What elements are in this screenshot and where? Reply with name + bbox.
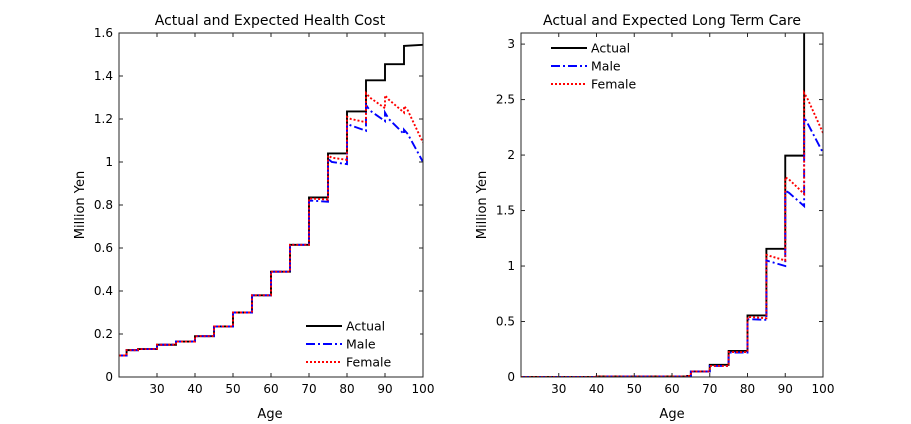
series-line-female (521, 89, 823, 377)
y-tick-label: 0.5 (496, 315, 515, 329)
y-tick-label: 0.8 (94, 198, 113, 212)
legend-label-actual: Actual (346, 319, 385, 334)
x-tick-label: 60 (664, 382, 679, 396)
legend: Actual Male Female (545, 38, 645, 94)
legend-label-actual: Actual (591, 41, 630, 56)
series-group (521, 33, 823, 377)
y-tick-label: 1.2 (94, 112, 113, 126)
plot-area: 30 40 50 60 70 80 90 100 0 0.5 1 1.5 2 2.5 3 (496, 32, 835, 396)
legend-label-female: Female (591, 77, 637, 92)
y-tick-label: 0.4 (94, 284, 113, 298)
series-group (119, 43, 423, 357)
long-term-care-panel: Actual and Expected Long Term Care Age M… (475, 13, 834, 422)
y-tick-label: 1.5 (496, 204, 515, 218)
x-tick-label: 70 (702, 382, 717, 396)
y-axis-label: Million Yen (73, 171, 88, 239)
legend-label-female: Female (346, 355, 392, 370)
x-tick-label: 80 (339, 382, 354, 396)
x-tick-label: 60 (263, 382, 278, 396)
x-tick-label: 100 (412, 382, 435, 396)
x-tick-label: 90 (778, 382, 793, 396)
y-tick-label: 2.5 (496, 93, 515, 107)
legend: Actual Male Female (300, 316, 420, 372)
x-tick-label: 90 (377, 382, 392, 396)
y-tick-label: 1 (507, 259, 515, 273)
legend-label-male: Male (591, 59, 621, 74)
y-tick-label: 0.2 (94, 327, 113, 341)
x-tick-label: 100 (812, 382, 835, 396)
x-tick-label: 40 (589, 382, 604, 396)
health-cost-panel: Actual and Expected Health Cost Age Mill… (73, 13, 434, 422)
x-axis-label: Age (257, 407, 282, 422)
series-line-male (521, 113, 823, 377)
y-tick-label: 1 (105, 155, 113, 169)
x-tick-label: 40 (187, 382, 202, 396)
x-tick-label: 30 (149, 382, 164, 396)
y-tick-label: 1.4 (94, 69, 113, 83)
x-tick-label: 50 (627, 382, 642, 396)
chart-title: Actual and Expected Health Cost (155, 13, 386, 29)
series-line-female (119, 90, 423, 357)
x-tick-label: 80 (740, 382, 755, 396)
y-tick-label: 0.6 (94, 241, 113, 255)
y-tick-label: 0 (507, 370, 515, 384)
chart-title: Actual and Expected Long Term Care (543, 13, 801, 29)
y-tick-label: 2 (507, 148, 515, 162)
plot-area: 30 40 50 60 70 80 90 100 0 0.2 0.4 0.6 0.8 1 1.2 1.4 1.6 (94, 26, 435, 396)
y-axis-label: Million Yen (475, 171, 490, 239)
x-tick-label: 50 (225, 382, 240, 396)
y-tick-label: 3 (507, 37, 515, 51)
legend-label-male: Male (346, 337, 376, 352)
x-axis-label: Age (659, 407, 684, 422)
y-tick-label: 0 (105, 370, 113, 384)
y-tick-label: 1.6 (94, 26, 113, 40)
x-tick-label: 70 (301, 382, 316, 396)
x-tick-label: 30 (551, 382, 566, 396)
